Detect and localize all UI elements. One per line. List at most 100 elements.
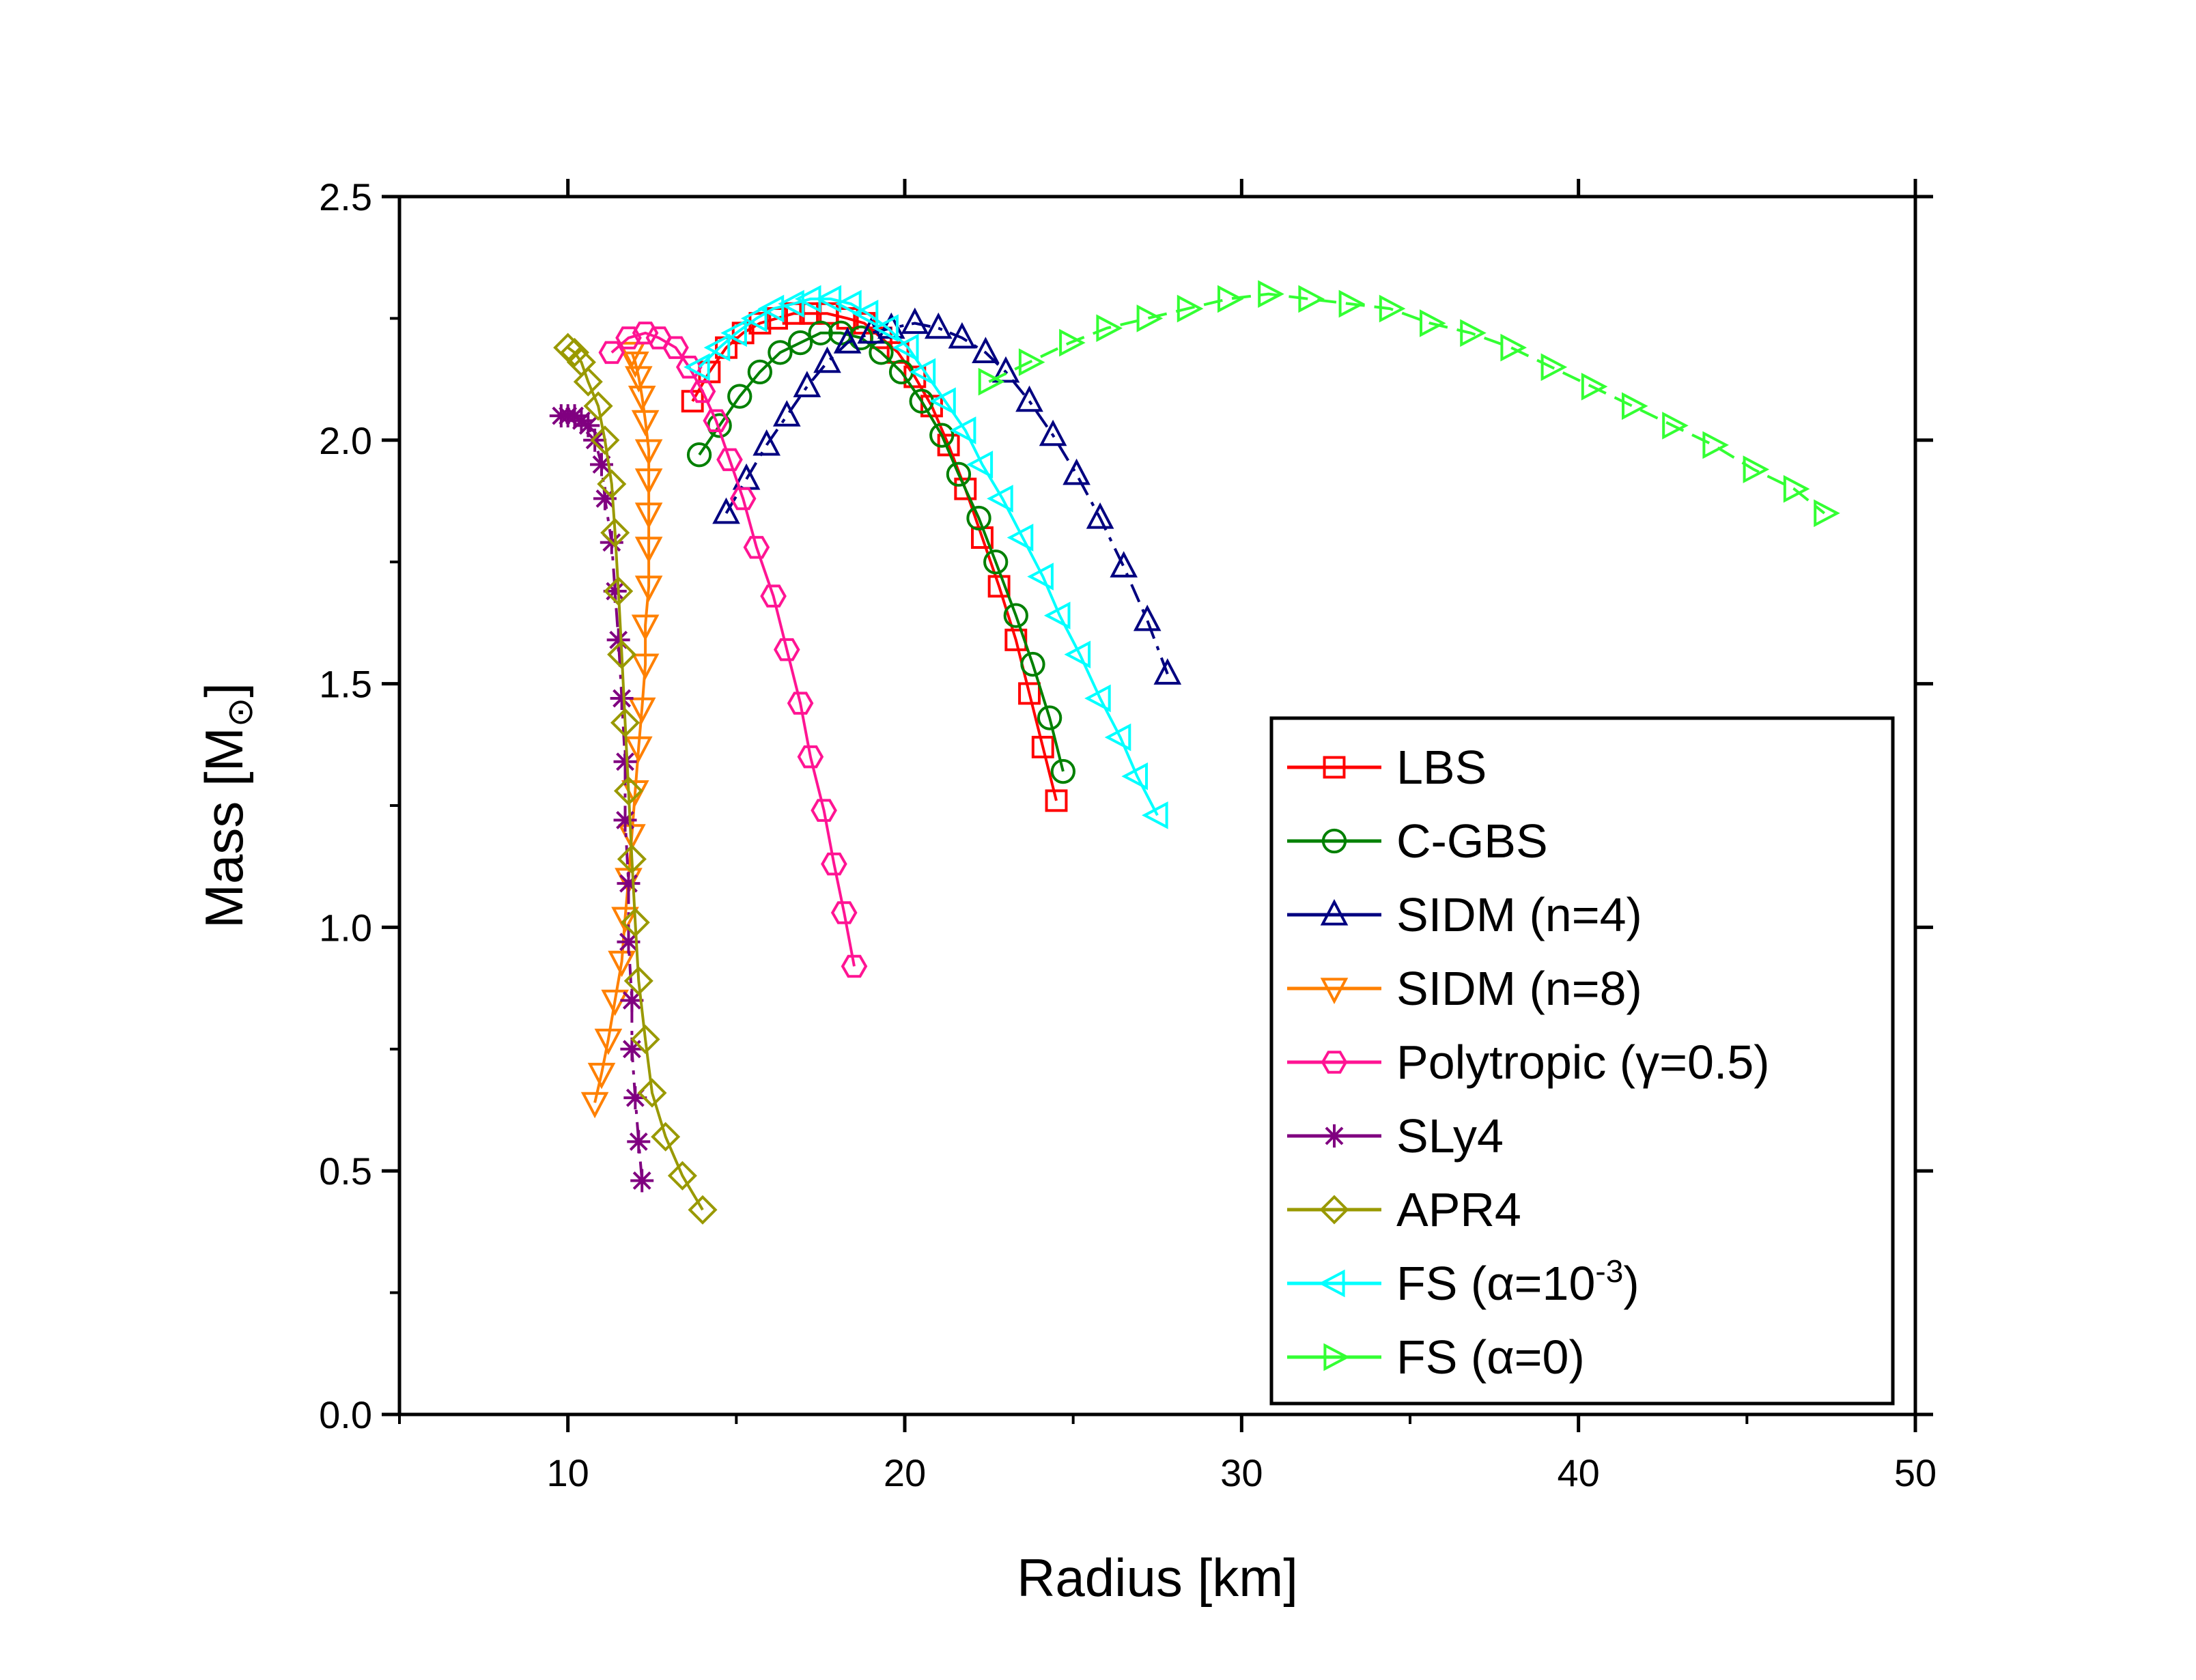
series-8-point bbox=[740, 304, 768, 332]
series-3-point bbox=[752, 429, 781, 456]
series-9-point bbox=[1662, 412, 1689, 440]
legend-label-main: LBS bbox=[1396, 741, 1487, 794]
series-2-point bbox=[848, 325, 874, 351]
y-tick-label: 1.0 bbox=[319, 906, 372, 949]
series-3-point bbox=[1153, 658, 1182, 685]
legend-swatch-marker bbox=[1323, 1124, 1346, 1148]
series-8-point bbox=[851, 299, 879, 328]
series-2-point bbox=[808, 320, 833, 345]
series-5-point bbox=[729, 487, 757, 511]
series-2-point bbox=[966, 505, 991, 531]
series-4-point bbox=[580, 1092, 609, 1119]
series-2-point bbox=[1003, 603, 1028, 628]
series-9-point bbox=[1622, 392, 1648, 421]
series-9-point bbox=[1217, 285, 1244, 313]
series-8 bbox=[684, 285, 1168, 829]
series-7-point bbox=[620, 907, 650, 937]
series-9-line bbox=[988, 292, 1826, 515]
series-6-point bbox=[610, 687, 634, 711]
series-5 bbox=[598, 322, 868, 978]
series-8-point bbox=[1006, 524, 1034, 552]
series-8-point bbox=[757, 294, 785, 323]
legend-label-sup: -3 bbox=[1595, 1253, 1623, 1289]
x-tick-label: 40 bbox=[1558, 1451, 1600, 1494]
legend-item: C-GBS bbox=[1287, 814, 1548, 868]
axis-layer: 10 20 30 40 50 0.0 0.5 1.0 1.5 2.0 2.5 bbox=[319, 175, 1937, 1494]
series-4-point bbox=[634, 439, 663, 466]
series-5-point bbox=[632, 322, 659, 345]
series-5-point bbox=[760, 584, 787, 608]
y-tick-label: 1.5 bbox=[319, 663, 372, 706]
series-2-point bbox=[768, 340, 793, 365]
series-7-point bbox=[566, 347, 596, 378]
y-tick-label: 2.0 bbox=[319, 419, 372, 462]
legend-swatch-marker bbox=[1320, 978, 1349, 1004]
y-tick-label: 2.5 bbox=[319, 175, 372, 218]
legend-swatch-marker bbox=[1321, 1051, 1348, 1074]
series-8-point bbox=[1027, 563, 1054, 590]
series-5-point bbox=[743, 536, 770, 559]
series-8-point bbox=[1084, 684, 1111, 713]
series-7-point bbox=[604, 576, 634, 606]
legend-label: SIDM (n=8) bbox=[1396, 962, 1642, 1015]
series-3-point bbox=[991, 356, 1020, 383]
series-7-point bbox=[610, 708, 640, 738]
series-2-point bbox=[1020, 651, 1045, 677]
series-9-point bbox=[978, 367, 1005, 396]
series-4-point bbox=[631, 653, 660, 681]
x-tick-label: 50 bbox=[1894, 1451, 1937, 1494]
legend-label: C-GBS bbox=[1396, 814, 1548, 868]
series-4-point bbox=[624, 736, 653, 763]
series-4 bbox=[580, 341, 663, 1119]
legend-label-main: FS (α=0) bbox=[1396, 1330, 1585, 1384]
series-7-point bbox=[573, 367, 603, 397]
legend-swatch-marker bbox=[1321, 828, 1347, 854]
series-6-point bbox=[630, 1169, 654, 1193]
series-6-point bbox=[590, 453, 613, 476]
legend-item: APR4 bbox=[1287, 1183, 1521, 1236]
legend-swatch-marker bbox=[1320, 899, 1349, 926]
legend: LBS C-GBS SIDM (n=4) SIDM (n=8) Polytropic (… bbox=[1269, 716, 1895, 1406]
series-9-point bbox=[1702, 431, 1729, 459]
legend-item: SIDM (n=8) bbox=[1287, 962, 1642, 1015]
series-5-point bbox=[841, 954, 868, 978]
legend-label-main: SLy4 bbox=[1396, 1109, 1504, 1163]
series-4-point bbox=[618, 341, 646, 369]
series-8-point bbox=[720, 319, 747, 347]
series-9-point bbox=[1059, 328, 1086, 357]
series-9-point bbox=[1500, 333, 1527, 362]
series-3-point bbox=[793, 371, 821, 397]
series-5-point bbox=[821, 852, 847, 876]
series-4-point bbox=[634, 537, 663, 563]
series-3-point bbox=[1133, 604, 1162, 631]
series-8-point bbox=[1043, 601, 1071, 630]
series-1-point bbox=[987, 575, 1011, 598]
series-4-point bbox=[608, 950, 636, 978]
x-tick-label: 10 bbox=[547, 1451, 589, 1494]
legend-swatch-marker bbox=[1319, 1269, 1345, 1298]
series-5-line bbox=[610, 331, 856, 967]
series-9-point bbox=[1743, 455, 1770, 483]
series-9-point bbox=[1460, 319, 1487, 347]
y-tick-label: 0.5 bbox=[319, 1150, 372, 1193]
series-5-point bbox=[787, 692, 814, 715]
series-7-point bbox=[637, 1078, 667, 1108]
series-8-point bbox=[929, 387, 956, 416]
series-8-line bbox=[698, 297, 1159, 816]
series-4-point bbox=[634, 468, 663, 495]
legend-label: LBS bbox=[1396, 741, 1487, 794]
series-4-point bbox=[628, 697, 656, 724]
series-3-point bbox=[1062, 458, 1090, 485]
series-9-point bbox=[1783, 474, 1810, 503]
legend-label: SIDM (n=4) bbox=[1396, 888, 1642, 941]
series-3-point bbox=[1039, 419, 1067, 446]
series-3-line bbox=[724, 322, 1169, 675]
series-6-point bbox=[613, 808, 637, 832]
series-2-point bbox=[1037, 705, 1062, 730]
series-3-point bbox=[1015, 385, 1043, 412]
series-8-point bbox=[892, 333, 919, 362]
series-9-point bbox=[1540, 353, 1568, 382]
series-1-point bbox=[954, 477, 977, 500]
series-6-point bbox=[620, 988, 644, 1012]
